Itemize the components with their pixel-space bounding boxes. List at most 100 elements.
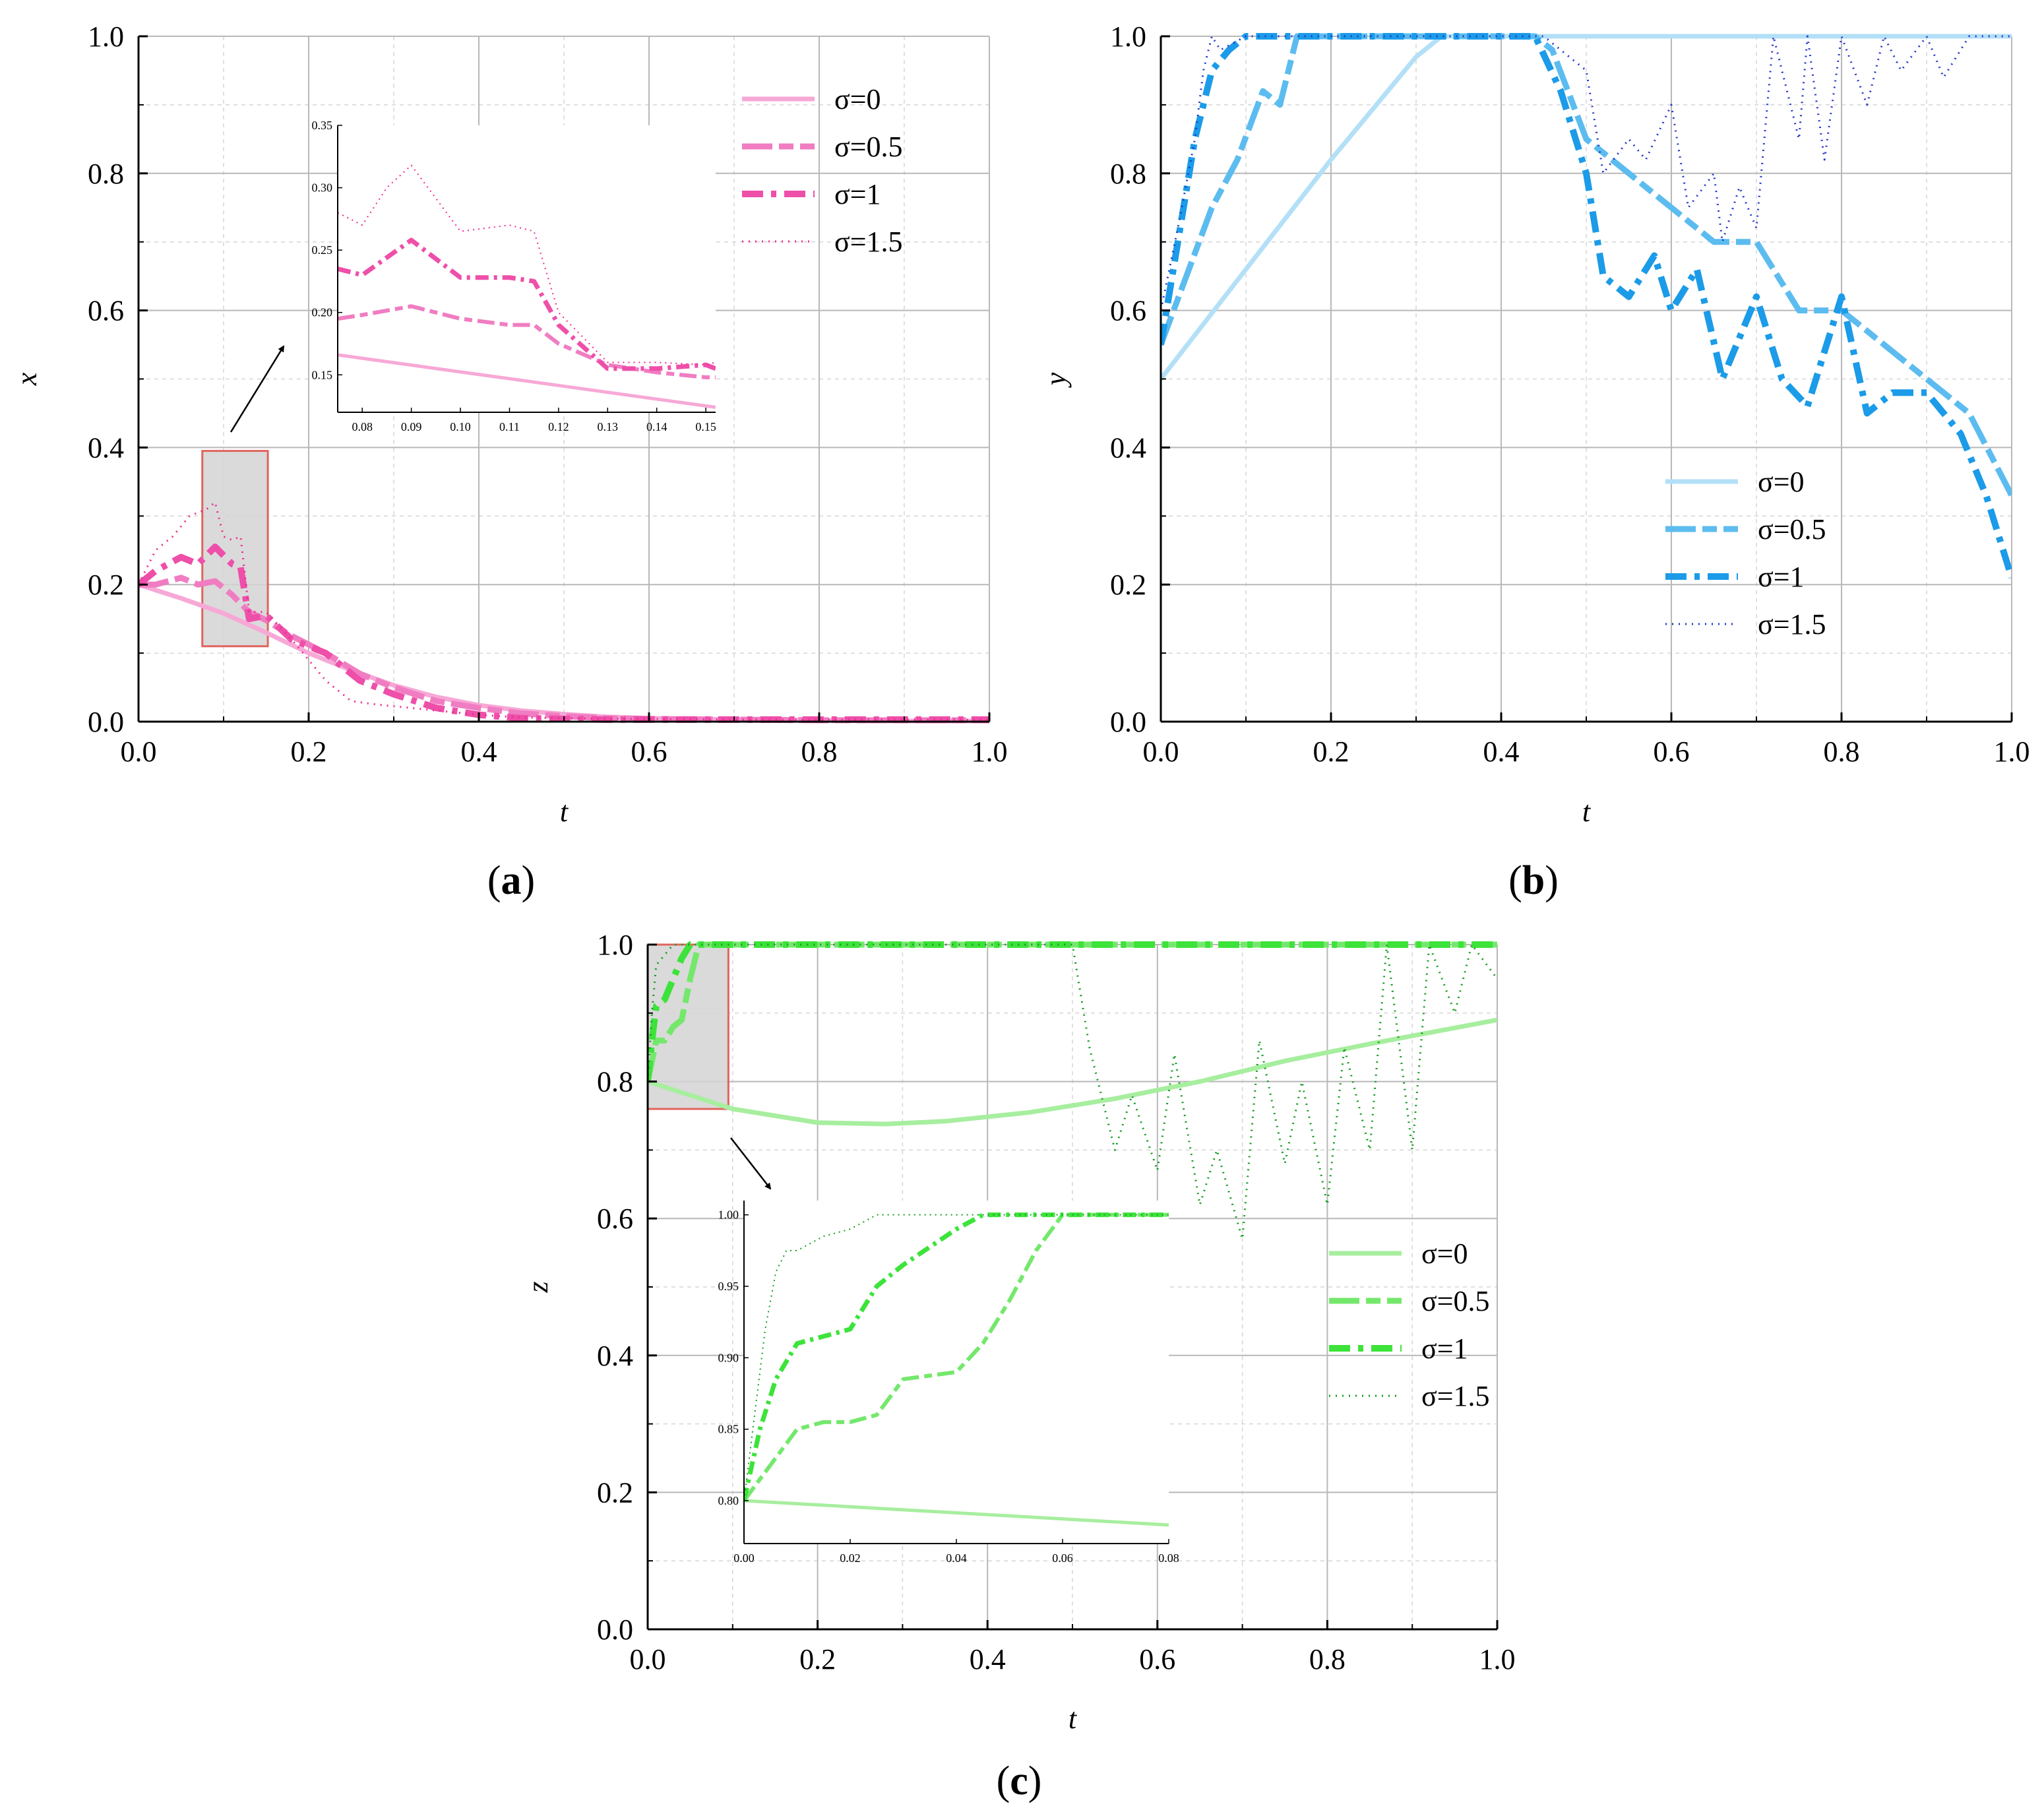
panel-label-letter: a — [501, 858, 522, 903]
legend-label: σ=0.5 — [834, 131, 903, 163]
legend-label: σ=1.5 — [834, 226, 903, 258]
panel-label: (c) — [997, 1759, 1042, 1803]
inset-plot: 0.00 0.02 0.04 0.06 0.08 0.80 0.85 0.90 0.95 1.00 — [718, 1201, 1179, 1565]
x-tick-label: 1.0 — [1479, 1643, 1516, 1675]
legend-label: σ=0 — [1421, 1237, 1468, 1270]
inset-x-tick-label: 0.15 — [695, 420, 716, 433]
inset-x-tick-label: 0.12 — [548, 420, 569, 433]
x-tick-label: 0.0 — [1143, 735, 1179, 768]
y-tick-label: 0.6 — [1110, 295, 1146, 327]
inset-series-line-sigma-2 — [338, 237, 716, 371]
inset-x-tick-label: 0.08 — [1158, 1551, 1179, 1565]
legend-label: σ=0.5 — [1421, 1285, 1490, 1317]
x-tick-label: 0.0 — [121, 735, 157, 768]
legend-label: σ=1.5 — [1421, 1380, 1490, 1412]
x-axis-label: t — [1068, 1703, 1078, 1735]
series-group — [1161, 33, 2012, 579]
y-axis-label: x — [11, 372, 43, 386]
y-tick-label: 1.0 — [597, 929, 633, 961]
x-axis-label: t — [560, 796, 569, 828]
y-tick-label: 0.6 — [597, 1203, 633, 1235]
chart-panel-3: 0.0 0.2 0.4 0.6 0.8 1.0 0.0 0.2 0.4 0.6 0.8 1.0 t z (c… — [522, 929, 1516, 1803]
series-line-sigma-2 — [1161, 33, 2012, 579]
panel-label-paren: ) — [522, 858, 536, 903]
inset-series-line-sigma-1 — [744, 1212, 1169, 1502]
inset-plot: 0.08 0.09 0.10 0.11 0.12 0.13 0.14 0.15 0.15 0.20… — [312, 119, 716, 433]
y-tick-label: 0.4 — [1110, 431, 1146, 464]
x-tick-label: 0.4 — [1483, 735, 1520, 768]
inset-y-tick-label: 1.00 — [718, 1208, 739, 1222]
panel-label-paren: ( — [997, 1759, 1010, 1803]
x-tick-label: 0.8 — [1824, 735, 1860, 768]
x-tick-label: 0.8 — [1309, 1643, 1346, 1675]
y-tick-label: 1.0 — [1110, 20, 1146, 53]
inset-y-tick-label: 0.25 — [312, 243, 333, 257]
y-tick-label: 0.8 — [88, 158, 124, 190]
legend: σ=0 σ=0.5 σ=1 σ=1.5 — [1329, 1237, 1490, 1412]
inset-y-tick-label: 0.80 — [718, 1494, 739, 1507]
series-line-sigma-1 — [648, 941, 1497, 1082]
panel-label: (b) — [1508, 858, 1559, 903]
x-tick-label: 0.2 — [799, 1643, 836, 1675]
series-line-sigma-1 — [1161, 33, 2012, 497]
legend-label: σ=0 — [1758, 466, 1805, 498]
y-tick-label: 0.0 — [1110, 706, 1146, 738]
series-line-sigma-3 — [139, 501, 989, 721]
y-tick-label: 0.8 — [597, 1066, 633, 1098]
x-tick-label: 0.6 — [631, 735, 667, 768]
y-tick-label: 0.2 — [88, 569, 124, 601]
inset-x-tick-label: 0.14 — [646, 420, 667, 433]
inset-x-tick-label: 0.02 — [840, 1551, 861, 1565]
x-tick-label: 0.8 — [801, 735, 838, 768]
x-tick-label: 1.0 — [1994, 735, 2030, 768]
inset-y-tick-label: 0.15 — [312, 368, 333, 381]
legend: σ=0 σ=0.5 σ=1 σ=1.5 — [742, 83, 903, 258]
inset-background — [744, 1201, 1169, 1544]
inset-series-line-sigma-0 — [338, 353, 716, 409]
legend-label: σ=1 — [1421, 1332, 1468, 1365]
zoom-arrow — [730, 1137, 772, 1190]
panel-label-letter: b — [1522, 858, 1545, 903]
inset-x-tick-label: 0.08 — [352, 420, 373, 433]
x-tick-label: 0.2 — [1313, 735, 1349, 768]
panel-label-paren: ) — [1545, 858, 1559, 903]
panel-label-paren: ( — [487, 858, 501, 903]
y-tick-label: 0.6 — [88, 295, 124, 327]
legend-label: σ=1.5 — [1758, 608, 1826, 641]
legend-label: σ=0.5 — [1758, 513, 1826, 546]
inset-series-group — [338, 164, 716, 409]
x-tick-label: 0.4 — [970, 1643, 1006, 1675]
x-axis-label: t — [1582, 796, 1592, 828]
series-group — [139, 501, 989, 724]
y-tick-label: 0.0 — [597, 1613, 633, 1646]
x-tick-label: 0.0 — [630, 1643, 666, 1675]
inset-y-tick-label: 0.95 — [718, 1280, 739, 1293]
inset-x-tick-label: 0.13 — [598, 420, 619, 433]
y-tick-label: 0.2 — [597, 1476, 633, 1509]
x-tick-label: 0.4 — [461, 735, 497, 768]
inset-series-line-sigma-0 — [744, 1499, 1169, 1527]
y-axis-label: z — [522, 1281, 554, 1293]
inset-x-tick-label: 0.10 — [450, 420, 471, 433]
inset-y-tick-label: 0.30 — [312, 181, 333, 195]
x-tick-label: 0.6 — [1654, 735, 1690, 768]
y-tick-label: 0.4 — [88, 431, 124, 464]
y-axis-label: y — [1039, 372, 1072, 388]
inset-series-line-sigma-1 — [338, 304, 716, 380]
panel-label-paren: ) — [1028, 1759, 1042, 1803]
x-tick-label: 0.2 — [291, 735, 327, 768]
y-tick-label: 0.4 — [597, 1340, 633, 1372]
panel-label-paren: ( — [1508, 858, 1522, 903]
panel-label-letter: c — [1010, 1759, 1028, 1803]
legend-label: σ=0 — [834, 83, 881, 115]
series-line-sigma-0 — [648, 1017, 1497, 1127]
panel-label: (a) — [487, 858, 535, 903]
chart-panel-2: 0.0 0.2 0.4 0.6 0.8 1.0 0.0 0.2 0.4 0.6 0.8 1.0 t y (b… — [1039, 20, 2030, 903]
y-tick-label: 0.2 — [1110, 569, 1146, 601]
inset-x-tick-label: 0.00 — [733, 1551, 755, 1565]
chart-panel-1: 0.0 0.2 0.4 0.6 0.8 1.0 0.0 0.2 0.4 0.6 0.8 1.0 t x (a… — [11, 20, 1008, 903]
zoom-arrow — [230, 345, 285, 433]
inset-y-tick-label: 0.20 — [312, 306, 333, 319]
inset-y-tick-label: 0.85 — [718, 1423, 739, 1436]
